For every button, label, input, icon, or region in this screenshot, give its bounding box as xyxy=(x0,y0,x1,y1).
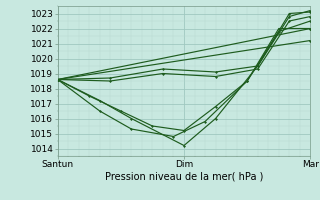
X-axis label: Pression niveau de la mer( hPa ): Pression niveau de la mer( hPa ) xyxy=(105,172,263,182)
